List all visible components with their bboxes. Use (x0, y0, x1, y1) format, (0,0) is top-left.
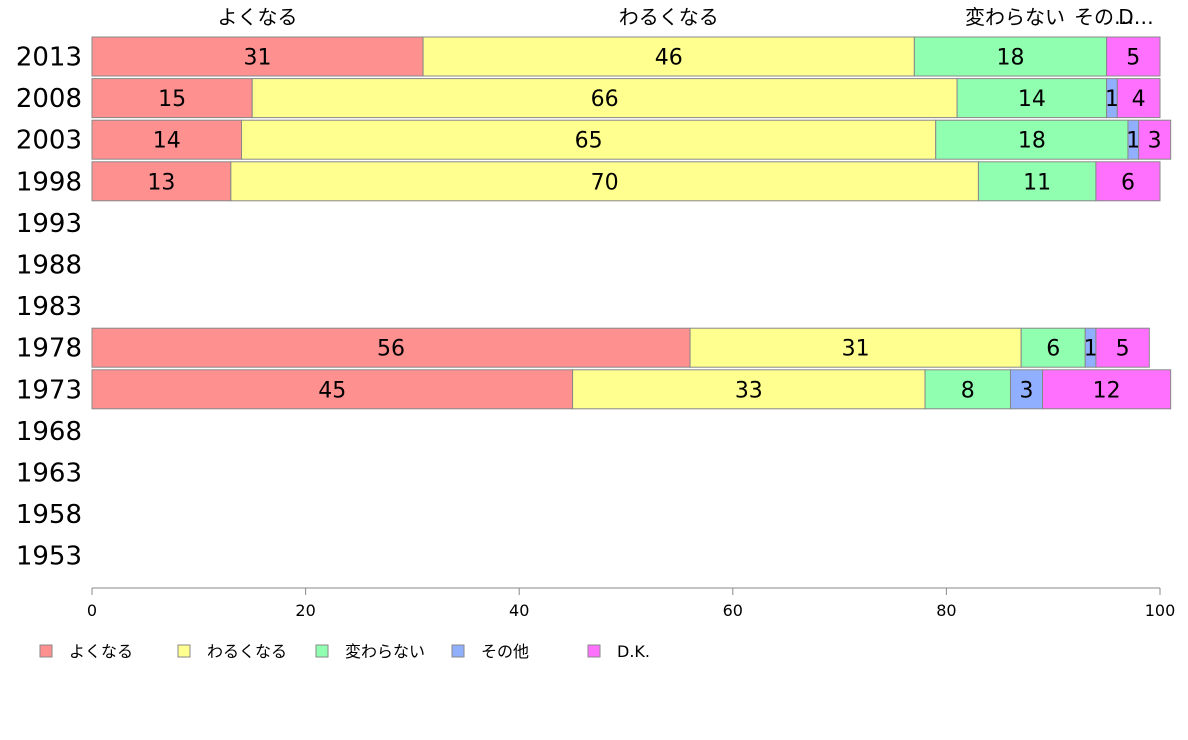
bar-value-label: 3 (1148, 129, 1162, 154)
x-tick-label: 60 (723, 601, 743, 620)
bar-value-label: 1 (1105, 87, 1119, 112)
x-tick-label: 20 (295, 601, 315, 620)
bar-value-label: 4 (1132, 87, 1146, 112)
bar-segment (91, 327, 691, 368)
bar-segment (91, 36, 424, 77)
legend-label: 変わらない (345, 642, 425, 661)
year-label: 1973 (16, 375, 82, 405)
bar-segment (1116, 78, 1161, 119)
bar-segment (1020, 327, 1086, 368)
bar-segment (91, 161, 232, 202)
bar-segment (422, 36, 915, 77)
series-top-label: よくなる (218, 5, 298, 29)
bar-value-label: 66 (591, 87, 619, 112)
bar-segment (91, 119, 243, 160)
bar-value-label: 33 (735, 378, 763, 403)
legend-swatch (587, 644, 601, 658)
year-label: 1993 (16, 209, 82, 239)
bar-value-label: 6 (1046, 337, 1060, 362)
bar-value-label: 12 (1093, 378, 1121, 403)
year-label: 1958 (16, 500, 82, 530)
bar-segment (230, 161, 979, 202)
bar-segment (91, 369, 574, 410)
bar-segment (1095, 327, 1150, 368)
bar-segment (689, 327, 1022, 368)
year-label: 1988 (16, 251, 82, 281)
year-label: 1963 (16, 459, 82, 489)
bar-value-label: 18 (996, 46, 1024, 71)
bar-value-label: 8 (961, 378, 975, 403)
series-top-label: その… (1074, 5, 1134, 29)
bar-value-label: 14 (153, 129, 181, 154)
bar-segment (1009, 369, 1044, 410)
bar-value-label: 5 (1126, 46, 1140, 71)
bar-value-label: 65 (575, 129, 603, 154)
legend-swatch (315, 644, 329, 658)
bar-segment (1095, 161, 1161, 202)
legend-label: D.K. (617, 642, 650, 661)
year-label: 2008 (16, 84, 82, 114)
bar-value-label: 13 (147, 170, 175, 195)
bar-value-label: 3 (1020, 378, 1034, 403)
bar-value-label: 31 (842, 337, 870, 362)
legend-label: わるくなる (207, 642, 287, 661)
bar-value-label: 1 (1084, 337, 1098, 362)
year-label: 1978 (16, 334, 82, 364)
year-label: 1998 (16, 167, 82, 197)
bar-value-label: 5 (1116, 337, 1130, 362)
x-tick-label: 80 (936, 601, 956, 620)
year-label: 2013 (16, 43, 82, 73)
bar-segment (935, 119, 1129, 160)
bar-value-label: 56 (377, 337, 405, 362)
bar-value-label: 11 (1023, 170, 1051, 195)
year-label: 1968 (16, 417, 82, 447)
bar-value-label: 70 (591, 170, 619, 195)
bar-value-label: 1 (1126, 129, 1140, 154)
legend-swatch (39, 644, 53, 658)
bar-value-label: 45 (318, 378, 346, 403)
x-tick-label: 0 (87, 601, 97, 620)
series-top-label: 変わらない (965, 5, 1065, 29)
bar-value-label: 14 (1018, 87, 1046, 112)
legend-label: その他 (481, 642, 529, 661)
bar-segment (1106, 36, 1161, 77)
bar-segment (956, 78, 1108, 119)
year-label: 1953 (16, 542, 82, 572)
bar-value-label: 31 (244, 46, 272, 71)
legend-label: よくなる (69, 642, 133, 661)
year-label: 1983 (16, 292, 82, 322)
bar-value-label: 46 (655, 46, 683, 71)
year-label: 2003 (16, 126, 82, 156)
bar-segment (251, 78, 958, 119)
bar-value-label: 15 (158, 87, 186, 112)
series-top-label: D… (1118, 5, 1153, 29)
bar-segment (91, 78, 253, 119)
legend-swatch (451, 644, 465, 658)
bar-segment (977, 161, 1097, 202)
bar-segment (1138, 119, 1172, 160)
x-tick-label: 100 (1145, 601, 1176, 620)
legend-swatch (177, 644, 191, 658)
bar-value-label: 6 (1121, 170, 1135, 195)
series-top-label: わるくなる (619, 5, 719, 29)
x-tick-label: 40 (509, 601, 529, 620)
bar-value-label: 18 (1018, 129, 1046, 154)
bar-segment (913, 36, 1108, 77)
bar-segment (1042, 369, 1172, 410)
